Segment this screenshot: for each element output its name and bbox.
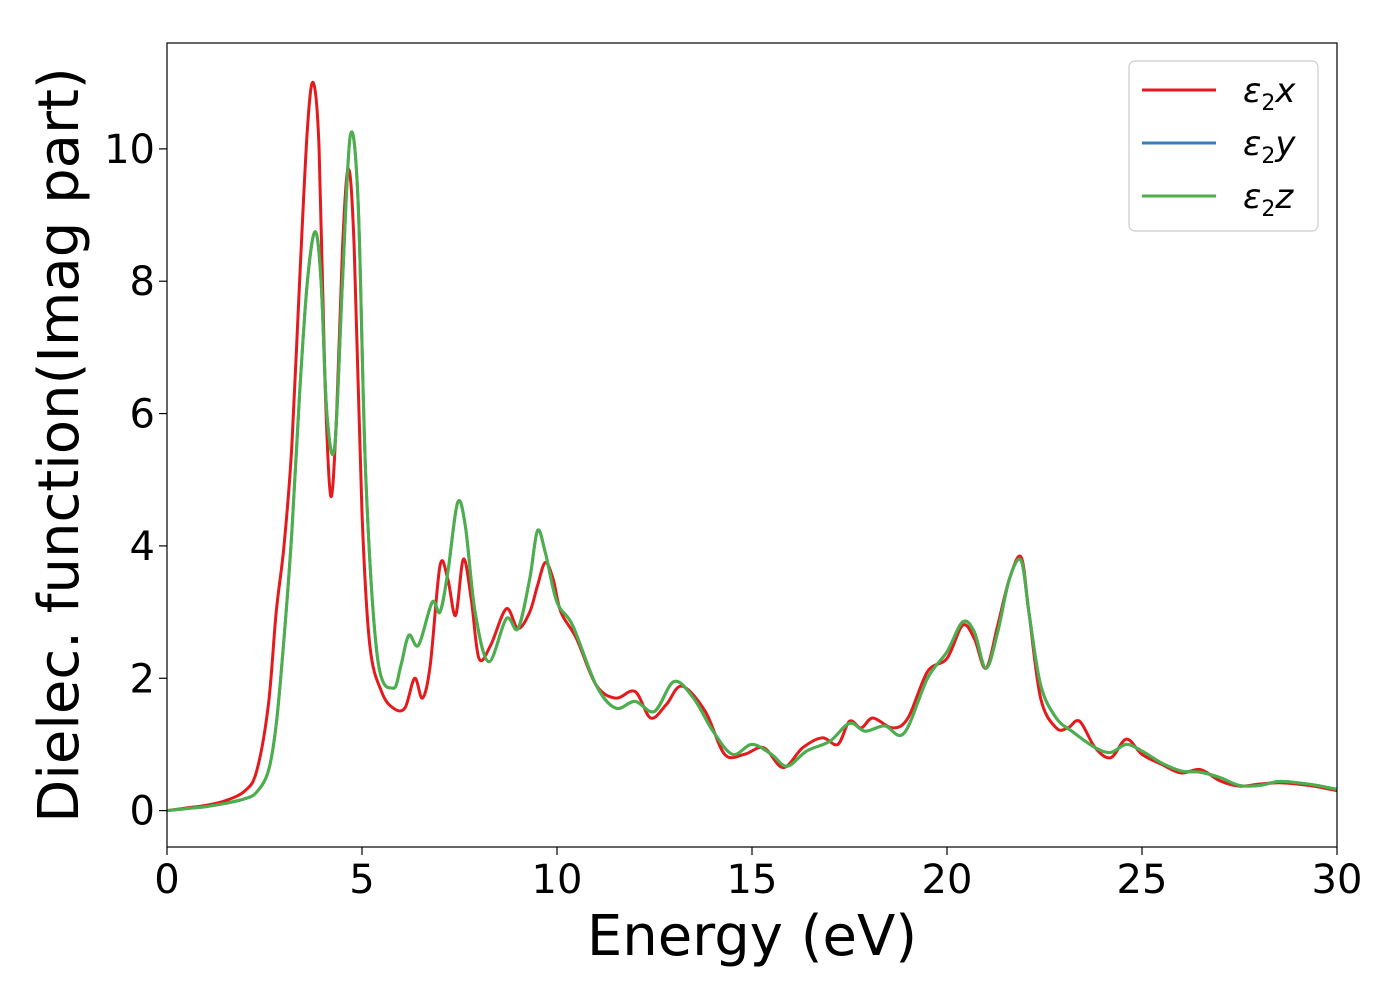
legend-box <box>1128 60 1319 232</box>
y-tick-label: 6 <box>130 392 155 438</box>
x-tick-label: 25 <box>1117 857 1168 903</box>
x-axis-ticks: 0 5 10 15 20 25 30 <box>154 847 1362 903</box>
legend-label-z: ε2z <box>1243 177 1294 222</box>
x-tick-label: 0 <box>154 857 179 903</box>
y-tick-label: 10 <box>104 127 155 173</box>
y-axis-label: Dielec. function(Imag part) <box>27 67 92 823</box>
legend: ε2x ε2y ε2z <box>1128 60 1319 232</box>
x-tick-label: 20 <box>922 857 973 903</box>
y-tick-label: 2 <box>130 656 155 702</box>
series-line-z <box>167 130 1337 813</box>
x-tick-label: 5 <box>349 857 374 903</box>
legend-label-y: ε2y <box>1243 124 1296 169</box>
y-axis-ticks: 0 2 4 6 8 10 <box>104 127 167 835</box>
legend-label-x: ε2x <box>1243 71 1296 116</box>
y-tick-label: 8 <box>130 259 155 305</box>
x-tick-label: 15 <box>727 857 778 903</box>
y-tick-label: 0 <box>130 789 155 835</box>
x-tick-label: 10 <box>532 857 583 903</box>
x-axis-label: Energy (eV) <box>587 904 917 969</box>
y-tick-label: 4 <box>130 524 155 570</box>
series-layer <box>167 80 1337 813</box>
series-line-x <box>167 80 1337 813</box>
x-tick-label: 30 <box>1312 857 1363 903</box>
